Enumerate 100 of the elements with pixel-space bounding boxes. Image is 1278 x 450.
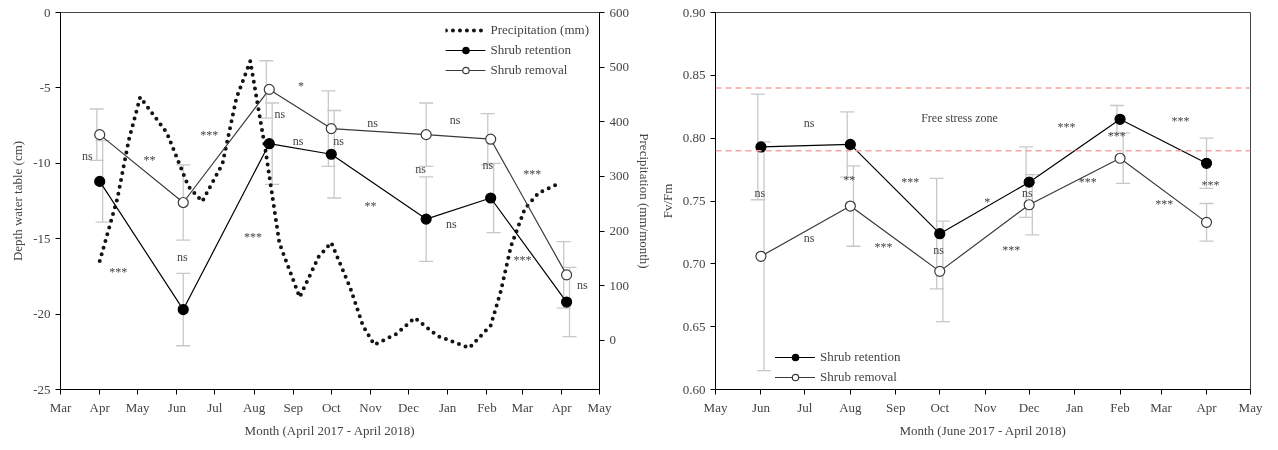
point: [1200, 157, 1213, 169]
annotation: ***: [1107, 128, 1126, 143]
point: [420, 129, 432, 141]
annotation: ns: [367, 115, 379, 130]
annotation: ns: [576, 278, 588, 293]
annotation: ns: [176, 249, 188, 264]
y-axis-title: Fv/Fm: [659, 183, 675, 219]
annotation: ns: [754, 186, 766, 201]
annotation: ***: [513, 252, 532, 267]
x-tick-label: Dec: [397, 399, 420, 415]
y-tick-label: 0.75: [682, 193, 706, 208]
y-tick-label: 0.80: [682, 130, 706, 146]
point: [561, 296, 573, 308]
y2-tick-label: 400: [609, 113, 629, 129]
legend-label: Shrub removal: [820, 369, 897, 385]
point: [177, 303, 189, 316]
annotation: ns: [933, 243, 945, 258]
x-tick-label: Apr: [89, 399, 111, 415]
x-tick-label: Mar: [1150, 399, 1173, 415]
y-tick-label: 0.65: [682, 318, 706, 334]
annotation: ***: [523, 166, 542, 181]
annotation: **: [364, 198, 377, 213]
point: [263, 83, 275, 95]
y2-tick-label: 200: [609, 223, 629, 239]
x-tick-label: May: [587, 399, 612, 415]
legend-label: Shrub retention: [490, 42, 571, 58]
x-tick-label: Jan: [439, 399, 457, 415]
point: [755, 250, 767, 262]
annotation: ns: [82, 148, 94, 163]
x-tick-label: Jul: [207, 399, 223, 415]
point: [263, 138, 275, 150]
point: [755, 141, 767, 153]
annotation: **: [843, 172, 856, 187]
x-axis-title: Month (April 2017 - April 2018): [244, 422, 415, 438]
x-tick-label: Feb: [1110, 399, 1130, 415]
y-tick-label: 0: [44, 4, 51, 20]
annotation: ns: [482, 157, 494, 172]
annotation: ns: [449, 112, 461, 127]
point: [1023, 199, 1035, 211]
point: [485, 133, 497, 145]
annotation: ***: [109, 264, 128, 279]
annotation: ***: [1155, 196, 1174, 211]
y2-tick-label: 300: [609, 168, 629, 184]
point: [325, 123, 337, 135]
annotation: ***: [1078, 175, 1097, 190]
annotation: ns: [415, 162, 427, 177]
y-tick-label: 0.85: [682, 67, 706, 83]
point: [844, 200, 856, 212]
x-axis-title: Month (June 2017 - April 2018): [899, 422, 1066, 438]
legend-label: Shrub removal: [490, 62, 568, 78]
x-tick-label: Apr: [1196, 399, 1218, 415]
annotation: ***: [200, 127, 219, 142]
annotation: ns: [274, 106, 286, 121]
point: [934, 228, 946, 240]
x-tick-label: Feb: [477, 399, 497, 415]
legend-label: Shrub retention: [820, 349, 901, 365]
annotation: ***: [874, 240, 893, 255]
y-tick-label: 0.70: [682, 255, 706, 271]
point: [177, 196, 189, 209]
x-tick-label: Dec: [1018, 399, 1040, 415]
annotation: ns: [803, 115, 815, 130]
x-tick-label: May: [703, 399, 728, 415]
annotation: ***: [1002, 243, 1021, 258]
annotation: Free stress zone: [921, 111, 998, 126]
x-tick-label: Jun: [167, 399, 187, 415]
y2-tick-label: 600: [609, 4, 629, 20]
y-tick-label: -20: [33, 306, 51, 322]
annotation: *: [297, 79, 304, 94]
point: [94, 129, 106, 141]
y2-tick-label: 100: [609, 277, 629, 293]
point: [1114, 152, 1126, 164]
y-tick-label: 0.90: [682, 4, 706, 20]
point: [1023, 176, 1035, 188]
annotation: ns: [333, 133, 345, 148]
y-tick-label: 0.60: [682, 381, 706, 397]
annotation: ***: [243, 230, 262, 245]
annotation: ***: [1201, 177, 1220, 192]
x-tick-label: Jul: [797, 399, 813, 415]
y-tick-label: -5: [39, 79, 51, 95]
annotation: ***: [901, 175, 920, 190]
point: [420, 213, 432, 225]
x-tick-label: Nov: [359, 399, 383, 415]
y2-axis-title: Precipitation (mm/month): [637, 133, 652, 269]
annotation: ns: [803, 230, 815, 245]
point: [1200, 216, 1213, 228]
x-tick-label: Sep: [886, 399, 906, 415]
legend-label: Precipitation (mm): [490, 22, 589, 38]
x-tick-label: Oct: [930, 399, 950, 415]
x-tick-label: May: [1238, 399, 1263, 415]
y2-tick-label: 500: [609, 59, 629, 75]
x-tick-label: Oct: [321, 399, 342, 415]
x-tick-label: Nov: [974, 399, 997, 415]
point: [934, 265, 946, 277]
x-tick-label: Jan: [1065, 399, 1084, 415]
x-tick-label: Mar: [511, 399, 534, 415]
point: [844, 138, 856, 151]
x-tick-label: Aug: [242, 399, 266, 415]
point: [325, 148, 337, 160]
x-tick-label: Sep: [283, 399, 304, 415]
x-tick-label: May: [125, 399, 151, 415]
